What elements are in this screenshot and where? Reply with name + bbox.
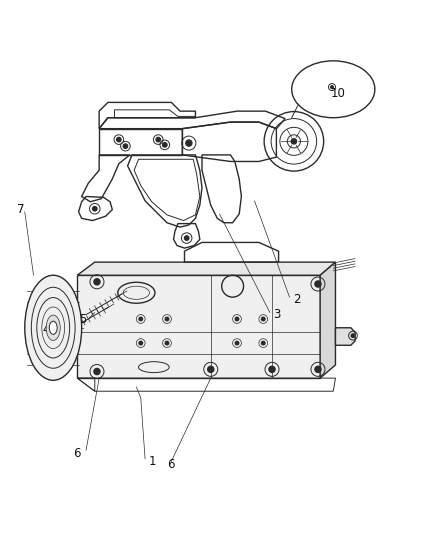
Polygon shape [319,262,335,378]
Circle shape [185,140,191,146]
Circle shape [314,281,320,287]
Circle shape [261,341,265,345]
Circle shape [165,317,168,321]
Circle shape [165,341,168,345]
Text: 1: 1 [148,455,156,468]
Circle shape [94,279,100,285]
Polygon shape [111,285,133,303]
Polygon shape [77,275,319,378]
Circle shape [162,143,166,147]
Text: 7: 7 [17,203,24,216]
Ellipse shape [291,61,374,118]
Circle shape [235,317,238,321]
Circle shape [207,366,213,373]
Circle shape [314,366,320,373]
Polygon shape [98,297,120,317]
Polygon shape [335,328,354,345]
Text: 6: 6 [167,458,175,471]
Text: 5: 5 [78,313,86,326]
Circle shape [155,138,160,142]
Text: 10: 10 [330,87,345,100]
Text: 3: 3 [272,308,279,321]
Circle shape [92,207,97,211]
Text: 6: 6 [73,447,81,461]
Circle shape [117,138,121,142]
Circle shape [261,317,265,321]
Circle shape [139,341,142,345]
Circle shape [350,334,354,337]
Ellipse shape [25,275,81,380]
Polygon shape [77,262,335,275]
Circle shape [235,341,238,345]
Circle shape [184,236,188,240]
Circle shape [139,317,142,321]
Circle shape [123,144,127,148]
Ellipse shape [46,315,60,341]
Circle shape [268,366,275,373]
Ellipse shape [49,321,57,334]
Circle shape [94,368,100,375]
Circle shape [330,86,332,88]
Circle shape [290,139,296,144]
Text: 4: 4 [42,324,49,336]
Text: 2: 2 [292,293,300,306]
